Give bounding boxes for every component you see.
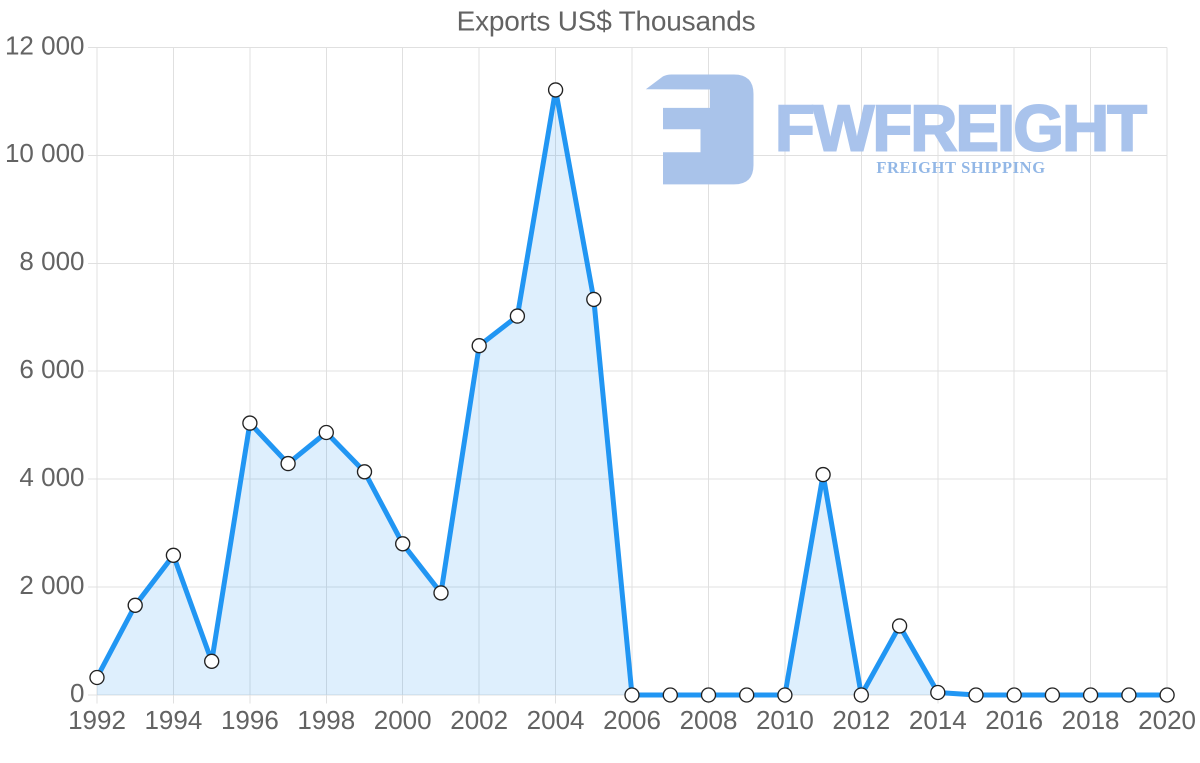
svg-text:2020: 2020 — [1138, 705, 1196, 735]
svg-text:2 000: 2 000 — [19, 570, 84, 600]
svg-text:2000: 2000 — [374, 705, 432, 735]
svg-text:FREIGHT SHIPPING: FREIGHT SHIPPING — [876, 158, 1045, 177]
svg-text:2010: 2010 — [756, 705, 814, 735]
svg-text:10 000: 10 000 — [5, 138, 85, 168]
svg-text:6 000: 6 000 — [19, 354, 84, 384]
svg-text:4 000: 4 000 — [19, 462, 84, 492]
svg-text:12 000: 12 000 — [5, 30, 85, 60]
svg-text:2008: 2008 — [680, 705, 738, 735]
svg-text:2016: 2016 — [985, 705, 1043, 735]
svg-text:Exports US$ Thousands: Exports US$ Thousands — [457, 6, 756, 37]
svg-text:2002: 2002 — [450, 705, 508, 735]
svg-text:1998: 1998 — [297, 705, 355, 735]
svg-text:2012: 2012 — [832, 705, 890, 735]
svg-text:8 000: 8 000 — [19, 246, 84, 276]
svg-text:2018: 2018 — [1062, 705, 1120, 735]
svg-text:FWFREIGHT: FWFREIGHT — [775, 91, 1146, 164]
svg-text:2014: 2014 — [909, 705, 967, 735]
svg-text:1992: 1992 — [68, 705, 126, 735]
svg-text:2006: 2006 — [603, 705, 661, 735]
svg-text:1994: 1994 — [144, 705, 202, 735]
svg-text:2004: 2004 — [527, 705, 585, 735]
svg-text:0: 0 — [70, 678, 84, 708]
svg-text:1996: 1996 — [221, 705, 279, 735]
